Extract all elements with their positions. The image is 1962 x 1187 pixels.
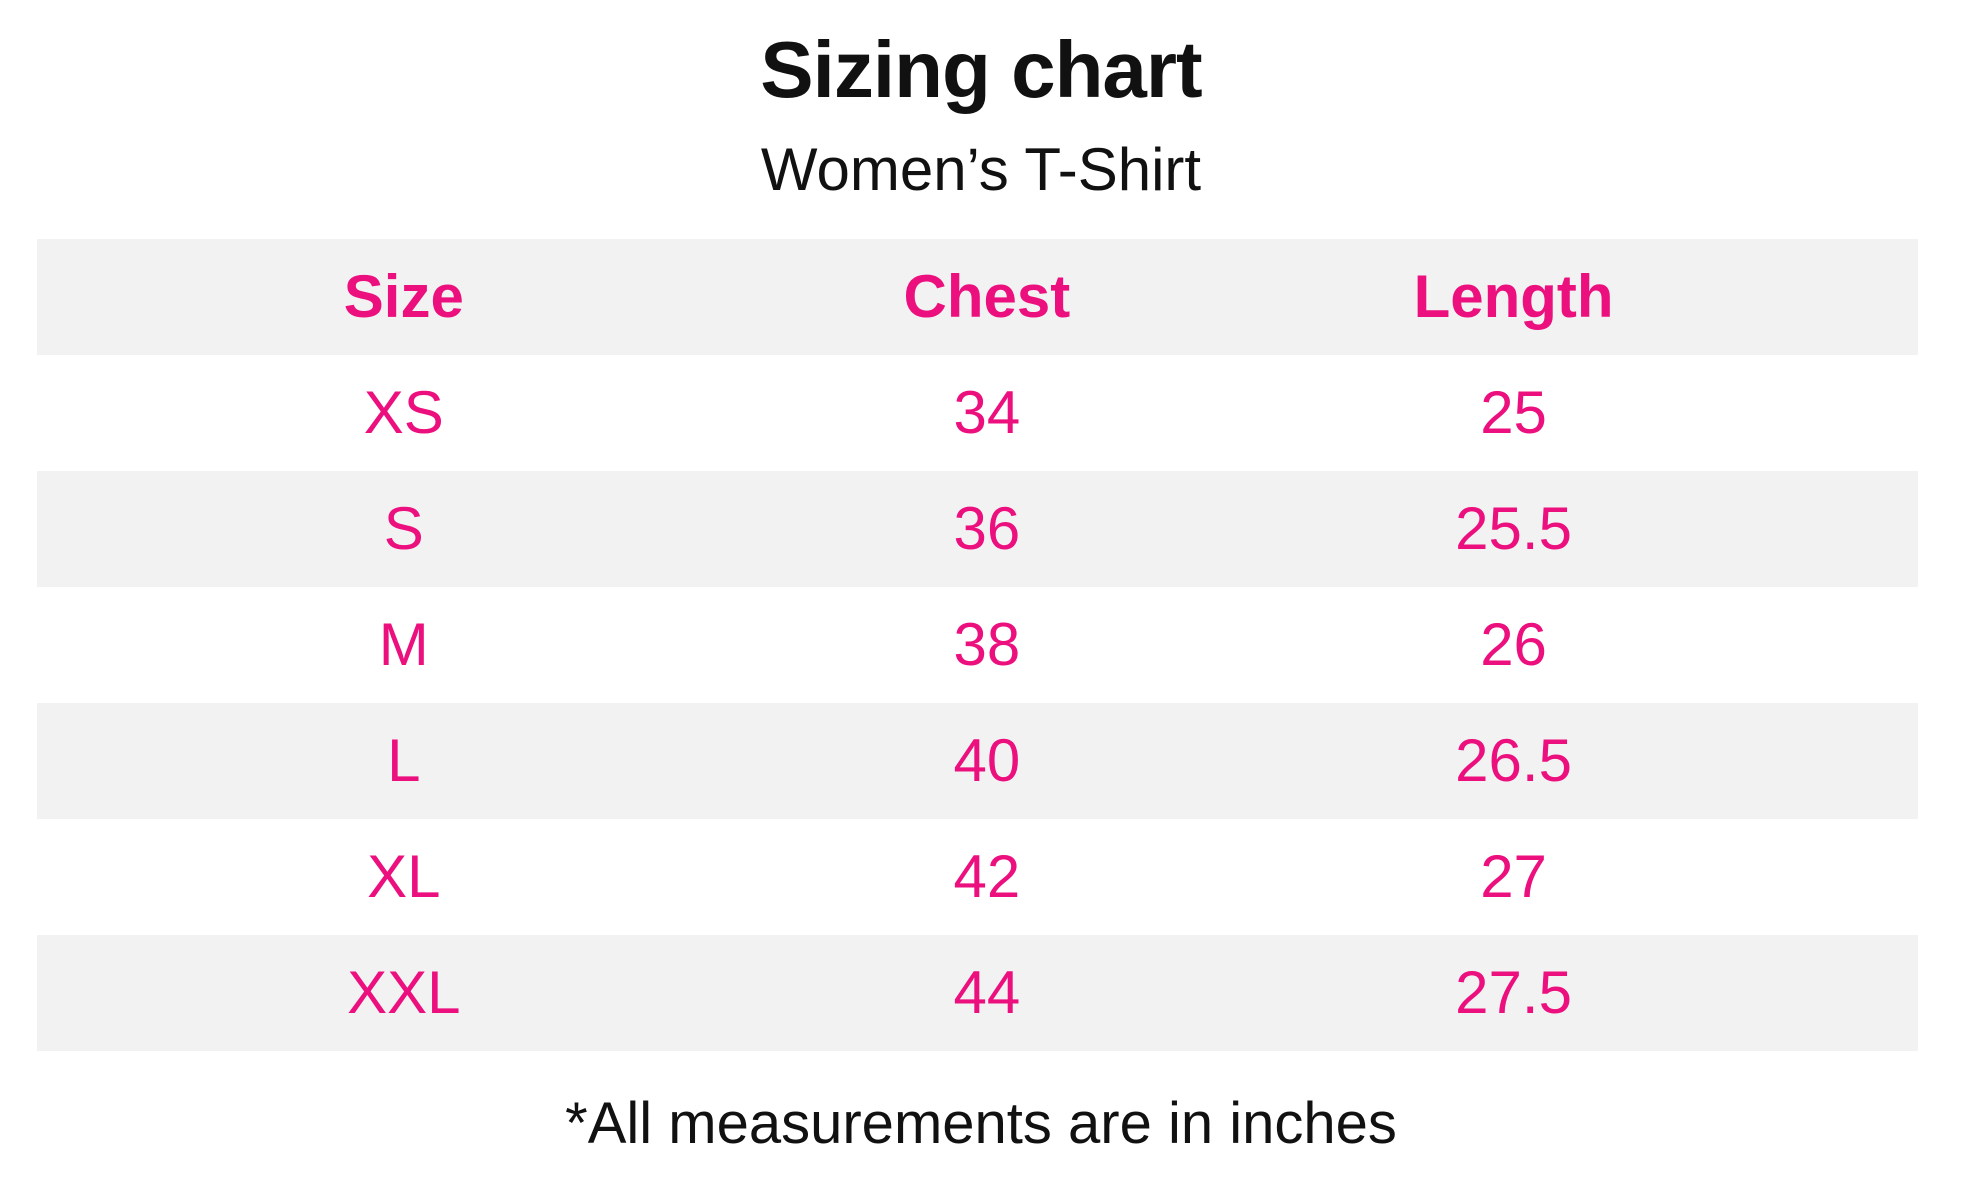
chest-cell: 44 <box>953 959 1021 1026</box>
size-cell: S <box>383 495 424 562</box>
chest-cell: 42 <box>953 843 1021 910</box>
measurements-footnote: *All measurements are in inches <box>565 1091 1397 1156</box>
chest-cell: 40 <box>953 727 1021 794</box>
chest-cell: 36 <box>953 495 1021 562</box>
size-cell: XL <box>367 843 441 910</box>
page-title: Sizing chart <box>760 25 1202 114</box>
length-cell: 26.5 <box>1455 727 1572 794</box>
length-cell: 27.5 <box>1455 959 1572 1026</box>
size-cell: M <box>378 611 429 678</box>
chest-cell: 34 <box>953 379 1021 446</box>
column-header-chest: Chest <box>903 263 1071 330</box>
table-row: S 36 25.5 <box>37 471 1918 587</box>
size-cell: XS <box>363 379 444 446</box>
size-cell: L <box>387 727 421 794</box>
table-row: XXL 44 27.5 <box>37 935 1918 1051</box>
table-row: XL 42 27 <box>37 819 1918 935</box>
length-cell: 25 <box>1480 379 1547 446</box>
length-cell: 26 <box>1480 611 1547 678</box>
table-row: M 38 26 <box>37 587 1918 703</box>
length-cell: 27 <box>1480 843 1547 910</box>
sizing-table: Size Chest Length XS 34 25 S 36 25.5 M 3… <box>37 239 1918 1051</box>
column-header-length: Length <box>1413 263 1614 330</box>
table-body: XS 34 25 S 36 25.5 M 38 26 L 40 26.5 XL … <box>37 355 1918 1051</box>
column-header-size: Size <box>343 263 464 330</box>
page-subtitle: Women’s T-Shirt <box>760 136 1202 203</box>
table-row: L 40 26.5 <box>37 703 1918 819</box>
table-row: XS 34 25 <box>37 355 1918 471</box>
size-cell: XXL <box>347 959 461 1026</box>
length-cell: 25.5 <box>1455 495 1572 562</box>
chest-cell: 38 <box>953 611 1021 678</box>
table-header-row: Size Chest Length <box>37 239 1918 355</box>
